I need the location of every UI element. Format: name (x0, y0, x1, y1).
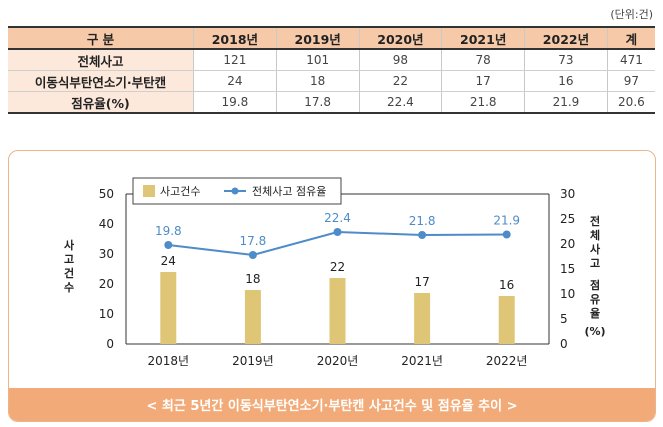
bar (329, 278, 346, 344)
share-point (418, 231, 427, 239)
bar (244, 290, 261, 344)
header-cell: 2022년 (524, 26, 608, 50)
row-header-cell: 점유율(%) (8, 91, 194, 114)
share-value-label: 22.4 (324, 211, 351, 225)
share-value-label: 21.8 (409, 214, 436, 228)
right-axis-title-char: 전 (590, 214, 600, 228)
right-axis-title-char: 유 (590, 293, 600, 306)
table-cell: 22.4 (359, 91, 443, 114)
table-cell: 78 (441, 49, 526, 71)
bar (414, 293, 431, 344)
table-cell: 121 (193, 49, 277, 71)
table-cell: 471 (607, 49, 655, 71)
header-cell: 2021년 (441, 26, 526, 50)
bar-value-label: 24 (161, 254, 176, 268)
table-cell: 22 (359, 70, 443, 92)
right-tick-label: 30 (560, 187, 575, 201)
legend-bar-label: 사고건수 (160, 185, 200, 198)
table-cell: 101 (276, 49, 360, 71)
right-axis-title-char: 사 (590, 242, 601, 256)
right-axis-title-char: 고 (590, 257, 600, 270)
table-cell: 21.9 (524, 91, 608, 114)
table-row: 전체사고 121 101 98 78 73 471 (8, 49, 655, 71)
left-axis-title-char: 사 (64, 238, 75, 252)
header-cell: 계 (607, 26, 655, 50)
share-point (333, 228, 342, 236)
legend-bar-swatch (143, 185, 155, 197)
bar-value-label: 18 (245, 272, 260, 286)
header-cell: 2020년 (359, 26, 443, 50)
left-tick-label: 40 (99, 217, 114, 231)
table-cell: 98 (359, 49, 443, 71)
bar (160, 272, 177, 344)
share-value-label: 17.8 (240, 234, 267, 248)
x-tick-label: 2022년 (486, 354, 528, 368)
right-tick-label: 15 (560, 262, 575, 276)
legend-line-marker (231, 187, 239, 195)
right-axis-unit: (%) (584, 325, 605, 338)
left-tick-label: 50 (99, 187, 114, 201)
table-cell: 20.6 (607, 91, 655, 114)
left-axis-title-char: 수 (64, 281, 74, 294)
header-cell: 2019년 (276, 26, 360, 50)
right-axis-title-char: 체 (590, 228, 600, 242)
left-tick-label: 30 (99, 247, 114, 261)
bar-value-label: 16 (499, 278, 514, 292)
table-header-row: 구 분 2018년 2019년 2020년 2021년 2022년 계 (8, 26, 655, 50)
right-tick-label: 5 (560, 312, 568, 326)
table-cell: 16 (524, 70, 608, 92)
right-tick-label: 0 (560, 337, 568, 351)
x-tick-label: 2018년 (148, 354, 190, 368)
header-cell: 2018년 (193, 26, 277, 50)
header-cell: 구 분 (8, 26, 194, 50)
right-tick-label: 20 (560, 237, 575, 251)
share-point (164, 241, 173, 249)
left-tick-label: 0 (106, 337, 114, 351)
table-row: 점유율(%) 19.8 17.8 22.4 21.8 21.9 20.6 (8, 91, 655, 114)
unit-label: (단위:건) (610, 8, 653, 21)
table-cell: 17.8 (276, 91, 360, 114)
x-tick-label: 2021년 (401, 354, 443, 368)
right-tick-label: 10 (560, 287, 575, 301)
row-header-cell: 이동식부탄연소기·부탄캔 (8, 70, 194, 92)
table-cell: 73 (524, 49, 608, 71)
table-cell: 18 (276, 70, 360, 92)
right-axis-title-char: 율 (590, 307, 600, 320)
table-cell: 19.8 (193, 91, 277, 114)
right-tick-label: 25 (560, 212, 575, 226)
left-tick-label: 10 (99, 307, 114, 321)
legend-line-label: 전체사고 점유율 (252, 185, 326, 198)
x-tick-label: 2019년 (232, 354, 274, 368)
table-row: 이동식부탄연소기·부탄캔 24 18 22 17 16 97 (8, 70, 655, 92)
share-point (502, 230, 511, 239)
share-point (248, 251, 257, 259)
left-axis-title-char: 건 (64, 266, 74, 280)
chart-panel: 0 10 20 30 40 50 0 5 10 15 20 25 30 2018년 2019년 2020년 20… (8, 150, 656, 422)
bar-value-label: 17 (414, 275, 429, 289)
x-tick-label: 2020년 (317, 354, 359, 368)
row-header-cell: 전체사고 (8, 49, 194, 71)
left-axis-title-char: 고 (64, 253, 74, 266)
bar (498, 296, 515, 344)
chart-caption: < 최근 5년간 이동식부탄연소기·부탄캔 사고건수 및 점유율 추이 > (9, 388, 655, 421)
bar-value-label: 22 (330, 260, 345, 274)
share-value-label: 19.8 (155, 224, 182, 238)
right-axis-title-char: 점 (590, 278, 600, 292)
table-cell: 97 (607, 70, 655, 92)
table-cell: 21.8 (441, 91, 526, 114)
statistics-table: 구 분 2018년 2019년 2020년 2021년 2022년 계 전체사고… (8, 26, 655, 114)
table-cell: 17 (441, 70, 526, 92)
table-cell: 24 (193, 70, 277, 92)
left-tick-label: 20 (99, 277, 114, 291)
share-value-label: 21.9 (493, 214, 520, 228)
combo-chart: 0 10 20 30 40 50 0 5 10 15 20 25 30 2018년 2019년 2020년 20… (64, 177, 606, 368)
